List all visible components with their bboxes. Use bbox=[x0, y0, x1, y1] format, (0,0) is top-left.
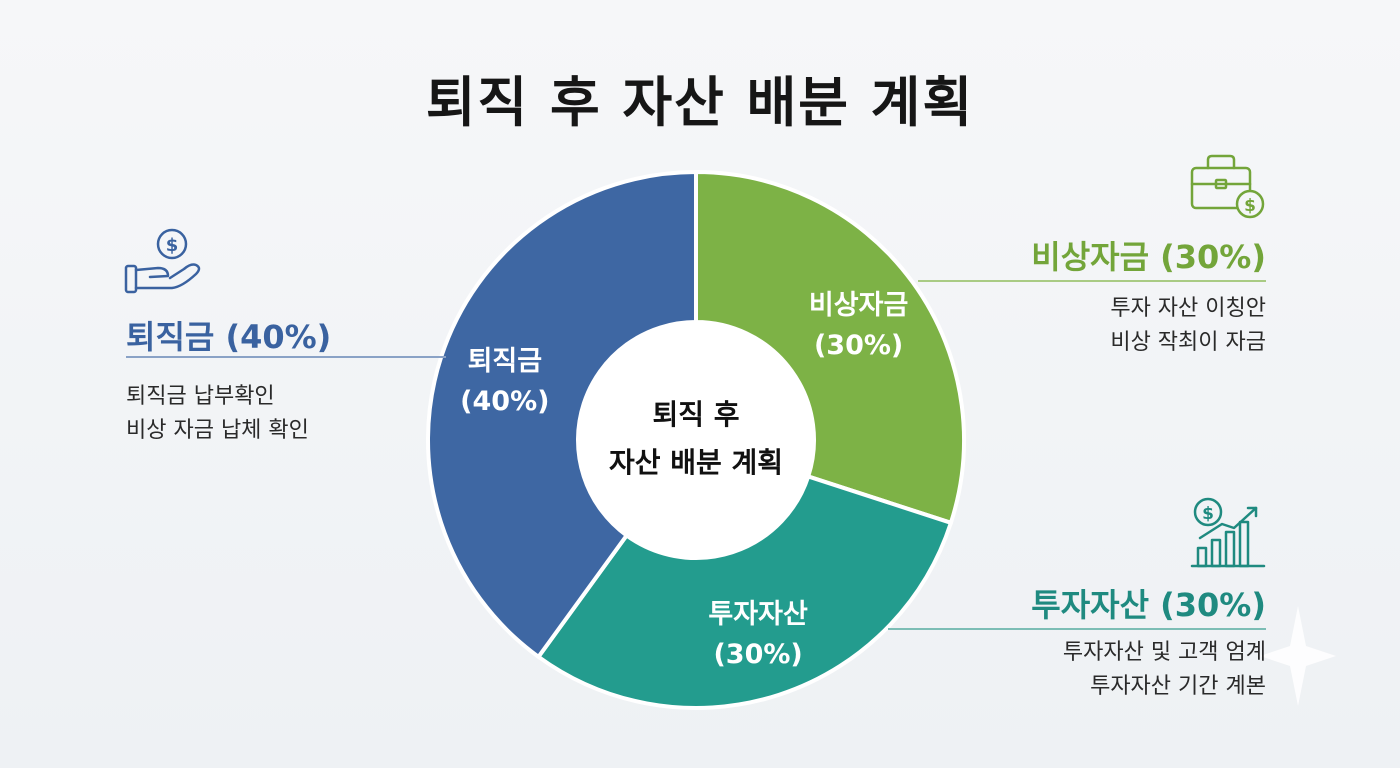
center-label-line-1: 퇴직 후 bbox=[652, 398, 739, 431]
slice-label-retirement: 퇴직금 bbox=[468, 346, 543, 377]
emergency-label-title: 비상자금 (30%) bbox=[1031, 238, 1266, 276]
slice-value-retirement: (40%) bbox=[460, 386, 549, 417]
briefcase-coin-icon: $ bbox=[1190, 154, 1265, 219]
svg-text:$: $ bbox=[1244, 196, 1256, 216]
donut-center bbox=[578, 322, 814, 558]
emergency-label: 비상자금 (30%) 투자 자산 이칭안 비상 작최이 자금 bbox=[1031, 232, 1266, 360]
emergency-desc-line-2: 비상 작최이 자금 bbox=[1110, 330, 1266, 355]
retirement-desc-line-1: 퇴직금 납부확인 bbox=[126, 384, 275, 409]
slice-value-investment: (30%) bbox=[713, 639, 802, 670]
slice-label-emergency: 비상자금 bbox=[809, 290, 908, 321]
hand-coin-icon: $ bbox=[124, 228, 201, 294]
growth-chart-icon: $ bbox=[1190, 497, 1266, 568]
emergency-desc-line-1: 투자 자산 이칭안 bbox=[1110, 296, 1266, 321]
investment-desc-line-2: 투자자산 기간 계본 bbox=[1090, 674, 1266, 699]
retirement-label-title: 퇴직금 (40%) bbox=[126, 318, 332, 356]
center-label-line-2: 자산 배분 계획 bbox=[609, 446, 783, 479]
investment-desc-line-1: 투자자산 및 고객 엄계 bbox=[1062, 640, 1266, 665]
slice-value-emergency: (30%) bbox=[814, 330, 903, 361]
sparkle-icon bbox=[1260, 606, 1336, 706]
retirement-label: 퇴직금 (40%) 퇴직금 납부확인 비상 자금 납체 확인 bbox=[126, 312, 331, 448]
page-title: 퇴직 후 자산 배분 계획 bbox=[425, 71, 975, 134]
svg-text:$: $ bbox=[166, 235, 179, 256]
retirement-desc-line-2: 비상 자금 납체 확인 bbox=[126, 418, 309, 443]
investment-label: 투자자산 (30%) 투자자산 및 고객 엄계 투자자산 기간 계본 bbox=[1031, 580, 1266, 704]
svg-text:$: $ bbox=[1202, 504, 1214, 524]
slice-label-investment: 투자자산 bbox=[708, 599, 808, 630]
investment-label-title: 투자자산 (30%) bbox=[1031, 586, 1266, 624]
